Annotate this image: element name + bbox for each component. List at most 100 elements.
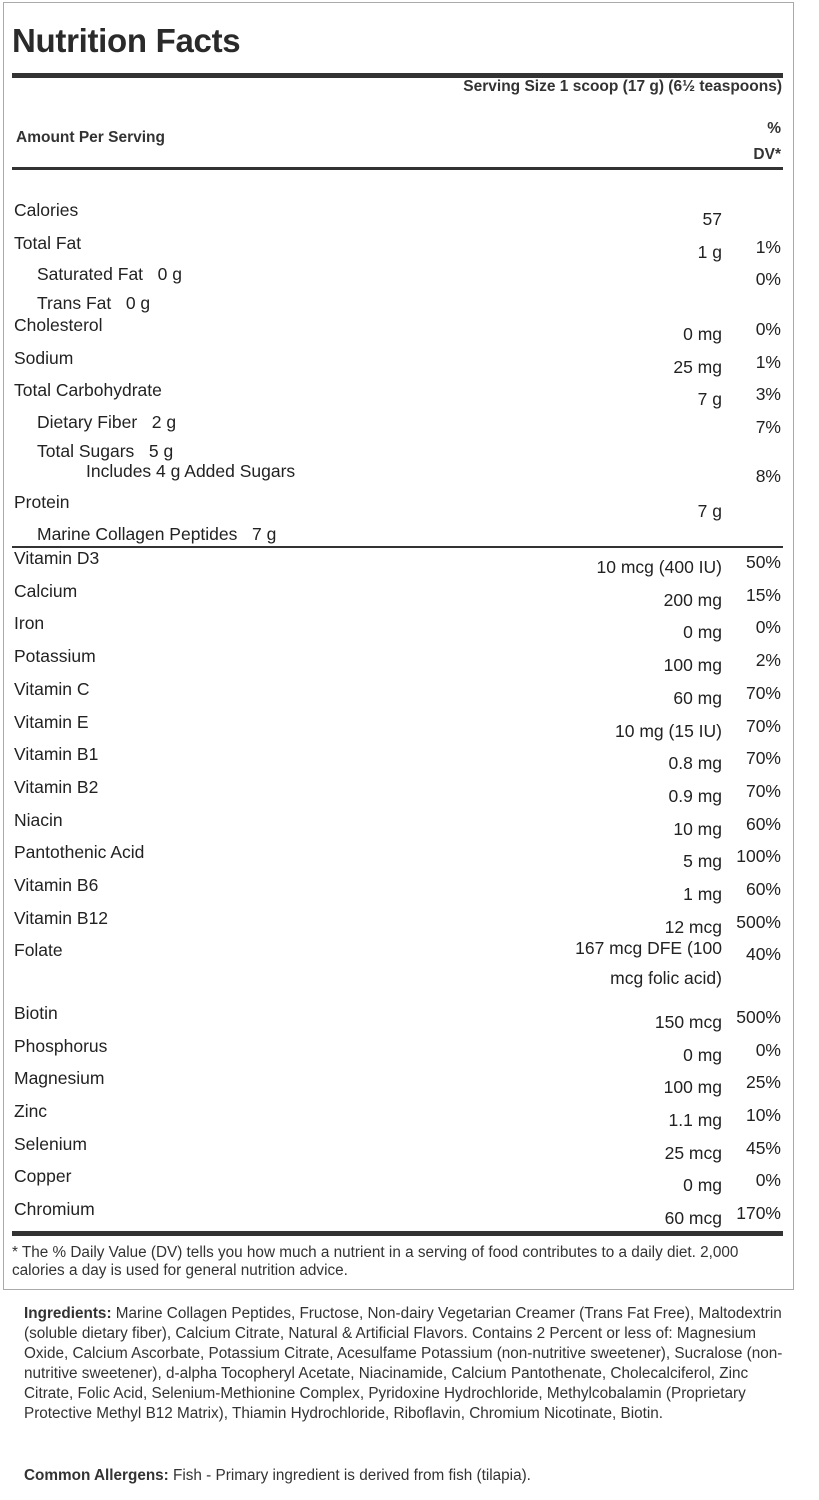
nutrient-name: Copper — [14, 1166, 72, 1187]
nutrient-name: Protein — [14, 492, 70, 512]
nutrient-name: Calcium — [14, 580, 78, 601]
nutrient-amount: 10 mg — [673, 818, 722, 839]
nutrient-amount: 1.1 mg — [668, 1110, 723, 1130]
nutrient-row: Phosphorus 0 mg 0% — [0, 1036, 819, 1066]
nutrient-dv: 60% — [745, 879, 781, 899]
nutrient-row: Total Fat 1 g 1% — [0, 233, 819, 263]
allergens-label: Common Allergens: — [24, 1467, 169, 1484]
nutrient-amount: 1 mg — [683, 884, 722, 904]
nutrient-amount: 100 mg — [663, 655, 722, 676]
nutrient-row: Zinc 1.1 mg 10% — [0, 1101, 819, 1131]
nutrient-name: Calories — [14, 200, 79, 220]
nutrient-amount: 10 mg (15 IU) — [615, 720, 722, 741]
nutrient-dv: 70% — [745, 748, 781, 769]
nutrient-dv: 10% — [745, 1105, 781, 1125]
nutrient-row: Selenium 25 mcg 45% — [0, 1134, 819, 1164]
nutrient-name: Saturated Fat 0 g — [37, 264, 182, 284]
nutrient-dv: 0% — [755, 269, 781, 289]
ingredients-label: Ingredients: — [24, 1305, 112, 1322]
divider-vitamins — [12, 546, 783, 548]
page-title: Nutrition Facts — [12, 22, 241, 59]
dv-label: DV* — [753, 146, 781, 163]
nutrient-name: Iron — [14, 613, 45, 634]
nutrient-name: Selenium — [14, 1133, 87, 1154]
nutrient-amount: 0.9 mg — [668, 785, 723, 806]
nutrient-name: Marine Collagen Peptides 7 g — [37, 524, 277, 544]
nutrient-dv: 60% — [745, 813, 781, 834]
nutrient-row: Cholesterol 0 mg 0% — [0, 315, 819, 345]
nutrient-name: Chromium — [14, 1199, 95, 1220]
nutrient-dv: 1% — [755, 352, 781, 372]
nutrient-row: Trans Fat 0 g — [0, 293, 819, 323]
nutrient-amount: 200 mg — [663, 589, 722, 610]
nutrient-row: Magnesium 100 mg 25% — [0, 1068, 819, 1098]
nutrient-row: Potassium 100 mg 2% — [0, 646, 819, 676]
nutrient-amount: 7 g — [697, 501, 722, 521]
ingredients-text: Marine Collagen Peptides, Fructose, Non-… — [24, 1305, 783, 1422]
nutrient-name: Vitamin E — [14, 711, 89, 732]
nutrient-dv: 25% — [745, 1072, 781, 1093]
nutrient-name: Potassium — [14, 646, 96, 667]
nutrient-row: Copper 0 mg 0% — [0, 1166, 819, 1196]
nutrient-amount: 0.8 mg — [668, 753, 723, 774]
nutrient-name: Vitamin B1 — [14, 744, 99, 765]
nutrient-amount: 0 mg — [683, 324, 722, 344]
nutrient-row: Niacin 10 mg 60% — [0, 810, 819, 840]
nutrient-dv: 70% — [745, 780, 781, 801]
nutrient-dv: 0% — [755, 1170, 781, 1191]
nutrient-name: Phosphorus — [14, 1035, 108, 1056]
nutrient-amount: 60 mcg — [664, 1208, 722, 1229]
divider-bottom — [12, 1231, 783, 1236]
nutrient-dv: 45% — [745, 1137, 781, 1158]
nutrient-amount: 12 mcg — [664, 916, 722, 937]
nutrient-amount: 0 mg — [683, 1175, 722, 1196]
nutrient-row: Vitamin B1 0.8 mg 70% — [0, 744, 819, 774]
nutrient-name: Dietary Fiber 2 g — [37, 412, 177, 432]
nutrient-name: Includes 4 g Added Sugars — [86, 461, 296, 481]
nutrient-name: Total Sugars 5 g — [37, 441, 174, 461]
nutrient-name: Total Fat — [14, 233, 82, 253]
nutrient-amount: 7 g — [697, 389, 722, 409]
nutrient-dv: 0% — [755, 617, 781, 638]
nutrient-name: Vitamin B6 — [14, 875, 99, 895]
nutrient-dv: 100% — [736, 846, 781, 867]
nutrient-dv: 500% — [736, 911, 781, 932]
nutrient-dv: 70% — [745, 715, 781, 736]
nutrient-name: Zinc — [14, 1101, 48, 1121]
nutrient-row: Protein 7 g — [0, 492, 819, 522]
allergens-text: Fish - Primary ingredient is derived fro… — [168, 1467, 531, 1484]
nutrient-amount: 150 mcg — [654, 1011, 722, 1032]
nutrient-row: Saturated Fat 0 g 0% — [0, 264, 819, 294]
nutrient-row: Vitamin B6 1 mg 60% — [0, 875, 819, 905]
nutrient-amount: 25 mg — [673, 357, 722, 377]
nutrient-amount: 25 mcg — [664, 1142, 722, 1163]
nutrient-row: Sodium 25 mg 1% — [0, 348, 819, 378]
nutrient-row: Includes 4 g Added Sugars 8% — [0, 461, 819, 491]
ingredients: Ingredients: Marine Collagen Peptides, F… — [24, 1304, 794, 1424]
serving-size: Serving Size 1 scoop (17 g) (6½ teaspoon… — [463, 78, 782, 95]
nutrient-name: Vitamin B2 — [14, 776, 99, 797]
nutrient-amount: 5 mg — [683, 851, 722, 872]
nutrient-row: Vitamin C 60 mg 70% — [0, 679, 819, 709]
nutrient-name: Vitamin D3 — [14, 548, 100, 568]
nutrient-row: Pantothenic Acid 5 mg 100% — [0, 842, 819, 872]
nutrient-row: Vitamin B12 12 mcg 500% — [0, 908, 819, 938]
nutrient-dv: 40% — [745, 944, 781, 965]
nutrient-amount: 60 mg — [673, 687, 722, 708]
nutrient-dv: 70% — [745, 682, 781, 703]
nutrient-row: Vitamin E 10 mg (15 IU) 70% — [0, 712, 819, 742]
nutrient-dv: 2% — [755, 650, 781, 671]
footnote: * The % Daily Value (DV) tells you how m… — [12, 1244, 739, 1279]
nutrient-amount: 0 mg — [683, 622, 722, 643]
nutrient-row: Calcium 200 mg 15% — [0, 581, 819, 611]
nutrient-amount: 10 mcg (400 IU) — [596, 557, 722, 577]
nutrient-row: Vitamin B2 0.9 mg 70% — [0, 777, 819, 807]
nutrient-row: Folate 167 mcg DFE (100 mcg folic acid) 40… — [0, 938, 819, 988]
nutrient-row: Iron 0 mg 0% — [0, 613, 819, 643]
nutrient-row: Vitamin D3 10 mcg (400 IU) 50% — [0, 548, 819, 578]
nutrient-row: Total Carbohydrate 7 g 3% — [0, 380, 819, 410]
nutrient-dv: 50% — [745, 552, 781, 572]
nutrient-dv: 0% — [755, 319, 781, 339]
nutrition-label — [3, 2, 794, 1290]
nutrient-amount: 57 — [702, 209, 722, 229]
